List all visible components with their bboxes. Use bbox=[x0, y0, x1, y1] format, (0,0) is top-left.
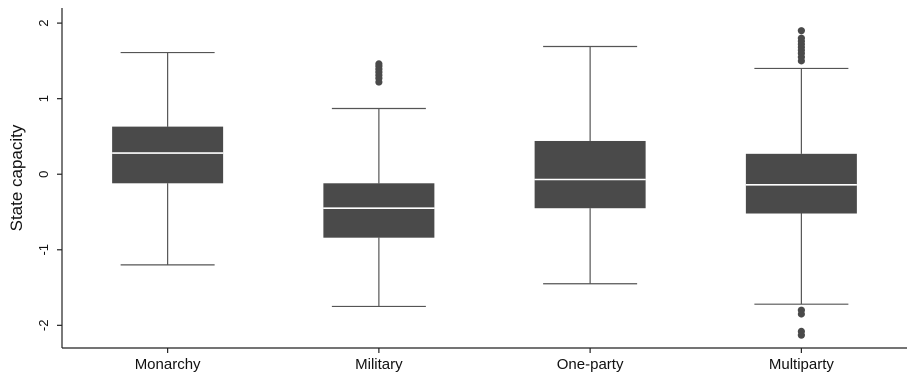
box-group-monarchy bbox=[112, 51, 224, 266]
y-tick-label: -1 bbox=[36, 244, 51, 256]
y-tick-label: 1 bbox=[36, 95, 51, 102]
iqr-box bbox=[112, 126, 224, 184]
y-axis-title: State capacity bbox=[7, 124, 26, 231]
box-group-military bbox=[323, 60, 435, 308]
outlier-point bbox=[375, 60, 383, 68]
category-label: One-party bbox=[557, 356, 624, 373]
labels-layer: -2 -1 0 1 2 Monarchy Military One-party Multipar… bbox=[36, 19, 834, 373]
outlier-point bbox=[797, 27, 805, 35]
y-tick-label: 0 bbox=[36, 171, 51, 178]
boxes-layer bbox=[112, 27, 857, 339]
box-group-one-party bbox=[534, 45, 646, 285]
iqr-box bbox=[323, 183, 435, 238]
y-tick-label: -2 bbox=[36, 320, 51, 332]
iqr-box bbox=[745, 153, 857, 214]
y-tick-label: 2 bbox=[36, 19, 51, 26]
axes bbox=[57, 8, 907, 353]
box-group-multiparty bbox=[745, 27, 857, 339]
category-label: Military bbox=[355, 356, 403, 373]
outlier-point bbox=[797, 310, 805, 318]
outlier-point bbox=[797, 34, 805, 42]
category-label: Monarchy bbox=[135, 356, 201, 373]
iqr-box bbox=[534, 140, 646, 209]
outlier-point bbox=[797, 331, 805, 339]
category-label: Multiparty bbox=[769, 356, 835, 373]
